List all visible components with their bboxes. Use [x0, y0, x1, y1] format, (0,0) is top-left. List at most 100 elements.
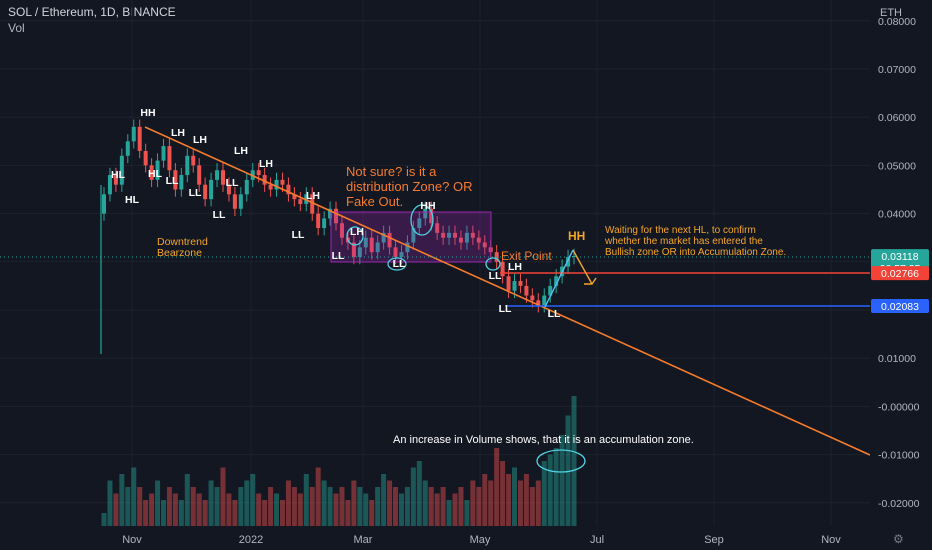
candle-body[interactable]: [322, 218, 327, 229]
candle-body[interactable]: [328, 208, 333, 219]
candle-body[interactable]: [102, 194, 106, 214]
swing-label[interactable]: HH: [420, 200, 435, 212]
candle-body[interactable]: [149, 165, 154, 180]
waiting-note-line2[interactable]: whether the market has entered the: [604, 236, 763, 247]
downtrend-label[interactable]: Downtrend: [157, 236, 208, 248]
swing-label[interactable]: LH: [259, 158, 273, 170]
candle-body[interactable]: [113, 175, 118, 185]
candle-body[interactable]: [447, 232, 452, 238]
candle-body[interactable]: [530, 295, 535, 301]
candle-body[interactable]: [405, 242, 410, 253]
highlight-ellipse-hh[interactable]: [410, 204, 434, 236]
candle-body[interactable]: [351, 242, 356, 257]
highlight-ellipse-exit[interactable]: [485, 257, 501, 271]
candle-body[interactable]: [476, 237, 481, 243]
zone-note-line3[interactable]: Fake Out.: [346, 194, 403, 209]
candle-body[interactable]: [262, 175, 267, 185]
candle-body[interactable]: [310, 194, 315, 214]
candle-body[interactable]: [387, 232, 392, 248]
candle-body[interactable]: [209, 179, 214, 200]
volume-indicator-label[interactable]: Vol: [8, 21, 25, 35]
swing-label[interactable]: LL: [213, 209, 226, 221]
swing-label[interactable]: LH: [171, 127, 185, 139]
candle-body[interactable]: [292, 194, 297, 200]
candle-body[interactable]: [316, 213, 321, 229]
swing-label[interactable]: LH: [306, 190, 320, 202]
swing-label[interactable]: HL: [148, 168, 163, 180]
hh-target-label[interactable]: HH: [568, 229, 585, 243]
chart-symbol-title[interactable]: SOL / Ethereum, 1D, BINANCE: [8, 5, 176, 19]
candle-body[interactable]: [464, 232, 469, 243]
candle-body[interactable]: [334, 208, 339, 224]
candle-body[interactable]: [566, 256, 571, 267]
candle-body[interactable]: [357, 247, 362, 257]
candle-body[interactable]: [339, 223, 344, 238]
candle-body[interactable]: [369, 237, 374, 253]
candle-body[interactable]: [173, 170, 178, 190]
candle-body[interactable]: [191, 155, 196, 166]
price-tag[interactable]: [871, 266, 929, 281]
candle-body[interactable]: [518, 281, 523, 286]
swing-label[interactable]: LH: [193, 134, 207, 146]
swing-label[interactable]: LL: [292, 229, 305, 241]
candle-body[interactable]: [203, 184, 208, 200]
candle-body[interactable]: [572, 256, 576, 258]
settings-icon[interactable]: ⚙: [893, 532, 904, 546]
candle-body[interactable]: [500, 261, 505, 277]
candle-body[interactable]: [185, 155, 190, 176]
swing-label[interactable]: LL: [189, 187, 202, 199]
swing-label[interactable]: LL: [548, 308, 561, 320]
candle-body[interactable]: [125, 141, 130, 156]
candle-body[interactable]: [131, 126, 136, 142]
highlight-ellipse-ll[interactable]: [387, 257, 407, 271]
swing-label[interactable]: LH: [350, 226, 364, 238]
candle-body[interactable]: [554, 276, 559, 286]
candle-body[interactable]: [363, 237, 368, 248]
highlight-ellipse-lh[interactable]: [346, 226, 364, 246]
candle-body[interactable]: [197, 165, 202, 185]
candle-body[interactable]: [512, 281, 517, 291]
projection-up-arrow[interactable]: [544, 249, 574, 308]
candle-body[interactable]: [167, 146, 172, 171]
candle-body[interactable]: [119, 155, 124, 185]
candle-body[interactable]: [423, 208, 428, 219]
candle-body[interactable]: [179, 175, 184, 190]
projection-down-arrow[interactable]: [572, 249, 593, 285]
candle-body[interactable]: [280, 179, 285, 185]
candle-body[interactable]: [375, 242, 380, 253]
swing-label[interactable]: LL: [489, 270, 502, 282]
candle-body[interactable]: [524, 285, 529, 296]
candle-body[interactable]: [220, 170, 225, 185]
candle-body[interactable]: [226, 184, 231, 195]
candle-body[interactable]: [155, 160, 160, 180]
swing-label[interactable]: LL: [166, 175, 179, 187]
waiting-note-line1[interactable]: Waiting for the next HL, to confirm: [605, 225, 756, 236]
swing-label[interactable]: LL: [226, 177, 239, 189]
candle-body[interactable]: [161, 146, 166, 161]
candle-body[interactable]: [470, 232, 475, 238]
zone-note-line1[interactable]: Not sure? is it a: [346, 164, 437, 179]
highlight-ellipse-volume[interactable]: [536, 449, 586, 473]
candle-body[interactable]: [536, 300, 541, 306]
candle-body[interactable]: [381, 232, 386, 243]
candle-body[interactable]: [453, 232, 458, 238]
swing-label[interactable]: LL: [499, 303, 512, 315]
candle-body[interactable]: [548, 285, 553, 296]
candle-body[interactable]: [429, 208, 434, 224]
candle-body[interactable]: [268, 184, 273, 190]
candle-body[interactable]: [298, 199, 303, 204]
swing-label[interactable]: HH: [140, 107, 155, 119]
swing-label[interactable]: LH: [508, 261, 522, 273]
volume-note[interactable]: An increase in Volume shows, that it is …: [393, 434, 694, 446]
candle-body[interactable]: [143, 150, 148, 166]
candle-body[interactable]: [107, 175, 112, 195]
swing-label[interactable]: LH: [234, 145, 248, 157]
candle-body[interactable]: [441, 232, 446, 238]
swing-label[interactable]: LL: [393, 258, 406, 270]
zone-note-line2[interactable]: distribution Zone? OR: [346, 179, 472, 194]
candle-body[interactable]: [274, 179, 279, 190]
candle-body[interactable]: [458, 237, 463, 243]
waiting-note-line3[interactable]: Bullish zone OR into Accumulation Zone.: [605, 247, 786, 258]
candle-body[interactable]: [256, 170, 261, 176]
candle-body[interactable]: [417, 218, 422, 229]
